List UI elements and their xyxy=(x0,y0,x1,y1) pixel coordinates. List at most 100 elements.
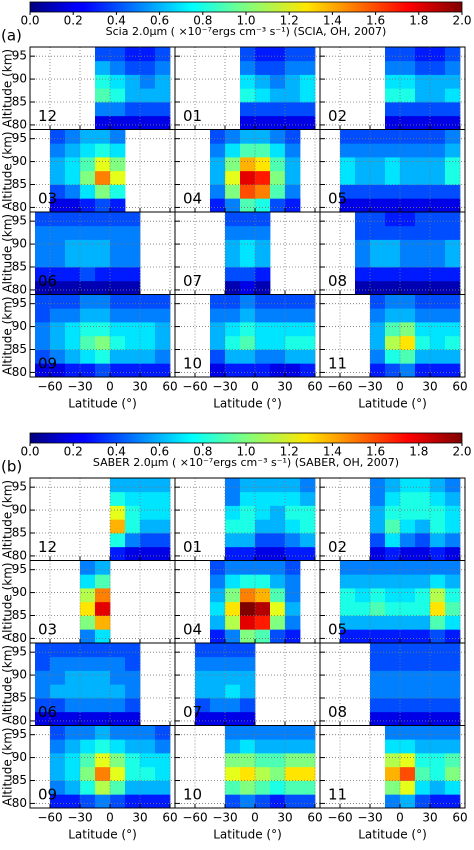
panel-label: 08 xyxy=(328,703,347,721)
heat-cell xyxy=(35,322,51,337)
heat-cell xyxy=(370,184,386,199)
x-tick-label: 30 xyxy=(422,811,437,825)
heat-cell xyxy=(355,560,371,575)
heat-cell xyxy=(270,601,286,616)
heat-cell xyxy=(415,239,431,254)
heat-cell xyxy=(255,478,271,493)
heat-cell xyxy=(65,198,81,213)
heat-cell xyxy=(80,780,96,795)
heat-cell xyxy=(355,629,371,644)
heat-cell xyxy=(210,601,226,616)
heat-cell xyxy=(400,766,416,781)
heat-cell xyxy=(385,533,401,548)
heat-cell xyxy=(445,588,461,603)
heat-cell xyxy=(430,115,446,130)
heat-cell xyxy=(270,739,286,754)
heat-cell xyxy=(385,698,401,713)
heat-cell xyxy=(270,349,286,364)
heat-cell xyxy=(125,546,141,561)
heat-cell xyxy=(415,363,431,378)
heat-cell xyxy=(50,766,66,781)
heat-cell xyxy=(385,74,401,89)
y-axis-label: Altitude (km) xyxy=(1,562,15,641)
panel-label: 12 xyxy=(38,107,57,125)
heat-cell xyxy=(285,505,301,520)
heat-cell xyxy=(65,335,81,350)
heat-cell xyxy=(370,363,386,378)
heat-cell xyxy=(80,629,96,644)
heat-cell xyxy=(270,363,286,378)
heat-cell xyxy=(140,533,156,548)
heat-cell xyxy=(110,711,126,726)
heat-cell xyxy=(255,574,271,589)
heat-cell xyxy=(285,60,301,75)
heat-cell xyxy=(285,739,301,754)
heat-cell xyxy=(285,574,301,589)
heat-cell xyxy=(65,184,81,199)
heat-cell xyxy=(95,574,111,589)
heat-cell xyxy=(140,88,156,103)
heat-cell xyxy=(285,170,301,185)
heat-cell xyxy=(355,157,371,172)
heat-cell xyxy=(50,684,66,699)
heat-cell xyxy=(415,711,431,726)
heat-cell xyxy=(65,656,81,671)
heat-cell xyxy=(50,349,66,364)
heat-cell xyxy=(110,102,126,117)
heat-cell xyxy=(240,505,256,520)
y-tick-label: 80 xyxy=(12,365,27,379)
heat-cell xyxy=(400,198,416,213)
heat-cell xyxy=(225,684,241,699)
heat-cell xyxy=(400,629,416,644)
heat-cell xyxy=(300,322,316,337)
colorbar-title: Scia 2.0μm ( ×10⁻⁷ergs cm⁻³ s⁻¹) (SCIA, … xyxy=(106,25,387,38)
heat-cell xyxy=(300,88,316,103)
heat-cell xyxy=(110,198,126,213)
heat-cell xyxy=(195,684,211,699)
heat-cell xyxy=(385,280,401,295)
heat-cell xyxy=(400,129,416,144)
heat-cell xyxy=(285,74,301,89)
heat-cell xyxy=(270,725,286,740)
heat-cell xyxy=(255,253,271,268)
heat-cell xyxy=(370,170,386,185)
heat-cell xyxy=(225,601,241,616)
colorbar-tick-label: 0.8 xyxy=(193,445,212,459)
colorbar-tick-label: 1.8 xyxy=(409,445,428,459)
heat-cell xyxy=(95,629,111,644)
heat-cell xyxy=(255,546,271,561)
x-axis-label: Latitude (°) xyxy=(358,397,427,411)
heat-cell xyxy=(340,198,356,213)
heat-cell xyxy=(95,239,111,254)
heat-cell xyxy=(125,280,141,295)
heat-cell xyxy=(400,88,416,103)
heat-cell xyxy=(400,115,416,130)
colorbar-tick-label: 1.8 xyxy=(409,14,428,28)
heat-cell xyxy=(270,794,286,809)
heat-cell xyxy=(445,794,461,809)
heat-cell xyxy=(225,308,241,323)
heat-cell xyxy=(445,643,461,658)
heat-cell xyxy=(370,143,386,158)
heat-cell xyxy=(400,60,416,75)
heat-cell xyxy=(80,335,96,350)
heat-cell xyxy=(65,170,81,185)
x-tick-label: 30 xyxy=(422,380,437,394)
heat-cell xyxy=(80,143,96,158)
heat-cell xyxy=(240,615,256,630)
heat-cell xyxy=(110,253,126,268)
x-tick-label: 0 xyxy=(251,380,259,394)
heat-cell xyxy=(270,170,286,185)
heat-cell xyxy=(225,143,241,158)
heat-cell xyxy=(385,198,401,213)
heat-cell xyxy=(80,574,96,589)
heat-cell xyxy=(445,711,461,726)
heat-cell xyxy=(430,294,446,309)
heat-cell xyxy=(50,184,66,199)
heat-cell xyxy=(225,239,241,254)
y-axis-label: Altitude (km) xyxy=(1,480,15,559)
heat-cell xyxy=(240,102,256,117)
heat-cell xyxy=(445,322,461,337)
y-tick-label: 90 xyxy=(12,750,27,764)
heat-cell xyxy=(300,546,316,561)
